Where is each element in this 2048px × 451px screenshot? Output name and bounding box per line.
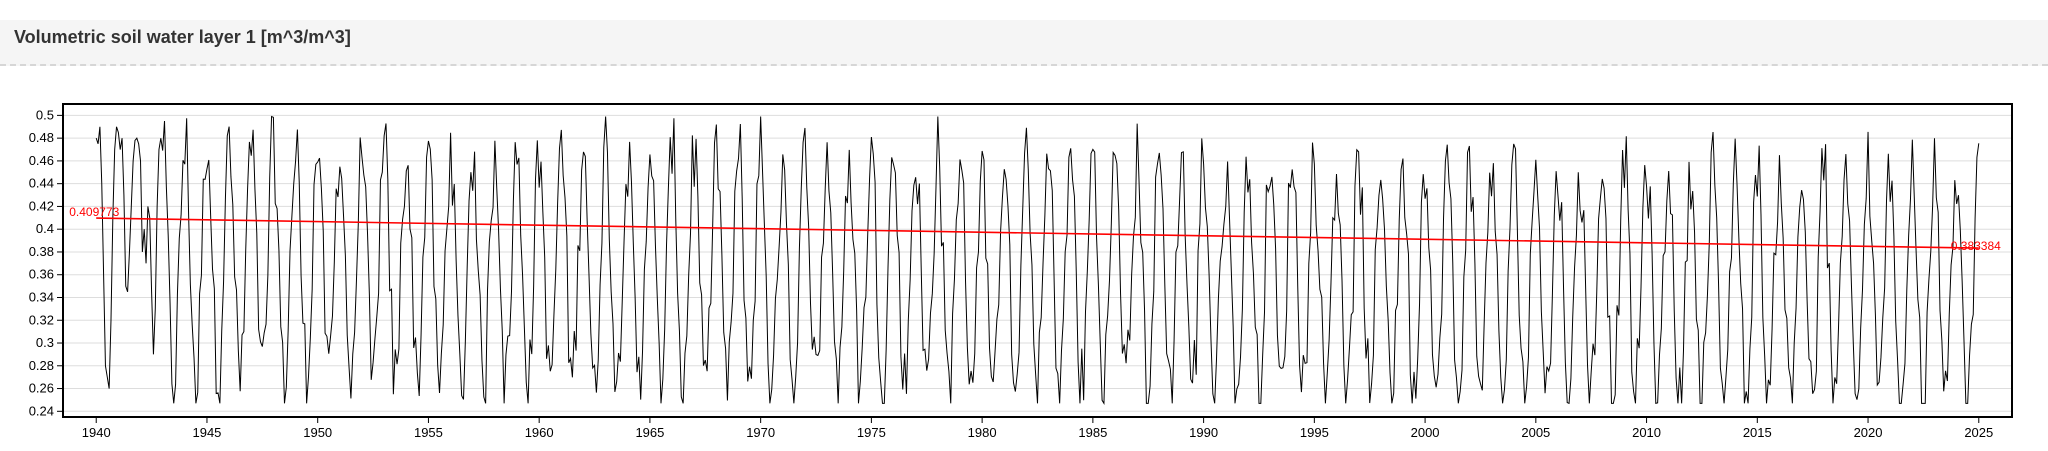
trend-start-label: 0.409773 bbox=[69, 205, 119, 219]
x-tick-label: 2005 bbox=[1521, 425, 1550, 440]
x-tick-label: 1995 bbox=[1300, 425, 1329, 440]
chart-title: Volumetric soil water layer 1 [m^3/m^3] bbox=[14, 27, 351, 47]
x-tick-label: 1960 bbox=[525, 425, 554, 440]
y-axis: 0.24 0.26 0.28 0.3 0.32 0.34 0.36 0.38 0.4 0.42 0.… bbox=[29, 107, 63, 418]
y-tick-label: 0.36 bbox=[29, 267, 54, 282]
trend-layer bbox=[96, 217, 1979, 249]
y-tick-label: 0.3 bbox=[36, 335, 54, 350]
y-tick-label: 0.24 bbox=[29, 403, 54, 418]
y-tick-label: 0.34 bbox=[29, 289, 54, 304]
y-tick-label: 0.48 bbox=[29, 130, 54, 145]
series-layer bbox=[95, 115, 1980, 406]
y-tick-label: 0.38 bbox=[29, 244, 54, 259]
x-tick-label: 1965 bbox=[635, 425, 664, 440]
grid-lines bbox=[63, 114, 2012, 412]
x-tick-label: 1985 bbox=[1078, 425, 1107, 440]
x-tick-label: 2020 bbox=[1854, 425, 1883, 440]
y-tick-label: 0.5 bbox=[36, 107, 54, 122]
y-tick-label: 0.42 bbox=[29, 198, 54, 213]
x-tick-label: 2015 bbox=[1743, 425, 1772, 440]
x-tick-label: 1955 bbox=[414, 425, 443, 440]
x-tick-label: 1940 bbox=[82, 425, 111, 440]
y-tick-label: 0.44 bbox=[29, 176, 54, 191]
x-tick-label: 2010 bbox=[1632, 425, 1661, 440]
y-tick-label: 0.4 bbox=[36, 221, 54, 236]
y-tick-label: 0.32 bbox=[29, 312, 54, 327]
x-tick-label: 2025 bbox=[1964, 425, 1993, 440]
x-tick-label: 2000 bbox=[1411, 425, 1440, 440]
trend-line bbox=[96, 217, 1979, 249]
x-axis: 1940 1945 1950 1955 1960 1965 1970 1975 1980 1985… bbox=[82, 417, 1993, 440]
series-line-monthly bbox=[95, 115, 1980, 406]
y-tick-label: 0.46 bbox=[29, 153, 54, 168]
y-tick-label: 0.28 bbox=[29, 358, 54, 373]
trend-labels: 0.409773 0.383384 bbox=[69, 205, 2001, 253]
x-tick-label: 1970 bbox=[746, 425, 775, 440]
y-tick-label: 0.26 bbox=[29, 381, 54, 396]
chart-header: Volumetric soil water layer 1 [m^3/m^3] bbox=[0, 20, 2048, 66]
x-tick-label: 1975 bbox=[857, 425, 886, 440]
x-tick-label: 1980 bbox=[968, 425, 997, 440]
trend-end-label: 0.383384 bbox=[1951, 239, 2001, 253]
x-tick-label: 1990 bbox=[1189, 425, 1218, 440]
x-tick-label: 1950 bbox=[303, 425, 332, 440]
x-tick-label: 1945 bbox=[192, 425, 221, 440]
plot-frame bbox=[62, 103, 2013, 418]
